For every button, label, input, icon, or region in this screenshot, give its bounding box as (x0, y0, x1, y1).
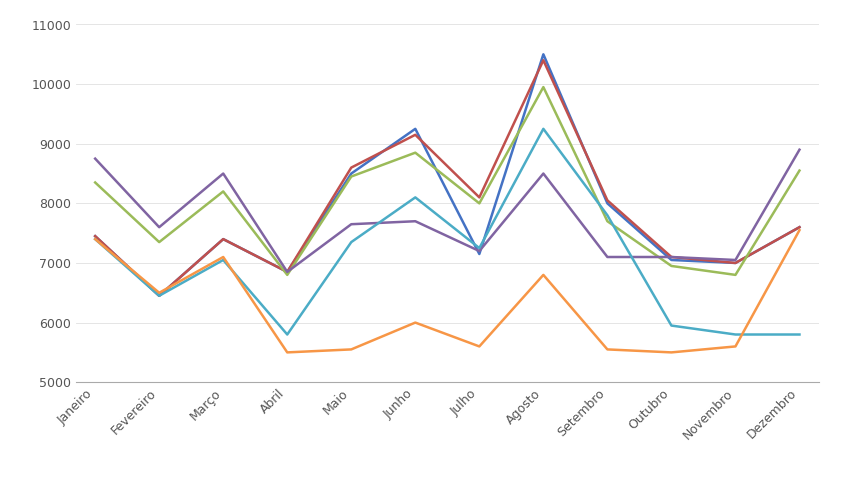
Telhado Verde (667, 263, 677, 269)
Base (603, 200, 613, 206)
Final (218, 254, 228, 260)
Iluminação LED (410, 195, 420, 200)
Final (474, 343, 484, 349)
Telhado Verde (603, 219, 613, 224)
Final (730, 343, 740, 349)
Telhado Verde (154, 239, 165, 245)
Iluminação LED (346, 239, 356, 245)
Telhado Verde (218, 189, 228, 195)
Base (667, 257, 677, 263)
Iluminação LED (90, 236, 100, 242)
Base (794, 224, 804, 230)
Iluminação LED (282, 332, 292, 338)
Ajuste Termostato (410, 219, 420, 224)
Ajuste Termostato (667, 254, 677, 260)
Base (410, 126, 420, 132)
Final (538, 272, 549, 278)
Line: Final: Final (95, 230, 799, 352)
Line: Ajuste Termostato: Ajuste Termostato (95, 150, 799, 272)
Ajuste Termostato (794, 147, 804, 153)
Final (282, 349, 292, 355)
Base (730, 260, 740, 266)
Ajuste Termostato (730, 257, 740, 263)
Vidro (603, 197, 613, 203)
Ajuste Termostato (603, 254, 613, 260)
Final (154, 290, 165, 295)
Iluminação LED (474, 245, 484, 251)
Final (667, 349, 677, 355)
Base (154, 293, 165, 299)
Vidro (90, 233, 100, 239)
Base (474, 251, 484, 257)
Vidro (730, 260, 740, 266)
Telhado Verde (538, 84, 549, 90)
Line: Iluminação LED: Iluminação LED (95, 129, 799, 335)
Final (90, 236, 100, 242)
Line: Vidro: Vidro (95, 60, 799, 296)
Vidro (794, 224, 804, 230)
Vidro (154, 293, 165, 299)
Legend: Base, Vidro, Telhado Verde, Ajuste Termostato, Iluminação LED, Final: Base, Vidro, Telhado Verde, Ajuste Termo… (139, 488, 755, 490)
Vidro (346, 165, 356, 171)
Telhado Verde (282, 272, 292, 278)
Ajuste Termostato (218, 171, 228, 176)
Iluminação LED (154, 293, 165, 299)
Iluminação LED (794, 332, 804, 338)
Line: Base: Base (95, 54, 799, 296)
Line: Telhado Verde: Telhado Verde (95, 87, 799, 275)
Base (282, 269, 292, 275)
Telhado Verde (794, 168, 804, 173)
Ajuste Termostato (282, 269, 292, 275)
Final (794, 227, 804, 233)
Iluminação LED (667, 322, 677, 328)
Iluminação LED (218, 257, 228, 263)
Final (410, 319, 420, 325)
Base (218, 236, 228, 242)
Iluminação LED (603, 212, 613, 218)
Ajuste Termostato (474, 248, 484, 254)
Telhado Verde (474, 200, 484, 206)
Ajuste Termostato (538, 171, 549, 176)
Base (90, 233, 100, 239)
Telhado Verde (410, 150, 420, 156)
Vidro (474, 195, 484, 200)
Telhado Verde (90, 179, 100, 185)
Base (538, 51, 549, 57)
Iluminação LED (730, 332, 740, 338)
Base (346, 171, 356, 176)
Telhado Verde (730, 272, 740, 278)
Ajuste Termostato (346, 221, 356, 227)
Vidro (667, 254, 677, 260)
Telhado Verde (346, 173, 356, 179)
Ajuste Termostato (90, 156, 100, 162)
Final (603, 346, 613, 352)
Ajuste Termostato (154, 224, 165, 230)
Vidro (538, 57, 549, 63)
Final (346, 346, 356, 352)
Vidro (218, 236, 228, 242)
Iluminação LED (538, 126, 549, 132)
Vidro (282, 269, 292, 275)
Vidro (410, 132, 420, 138)
